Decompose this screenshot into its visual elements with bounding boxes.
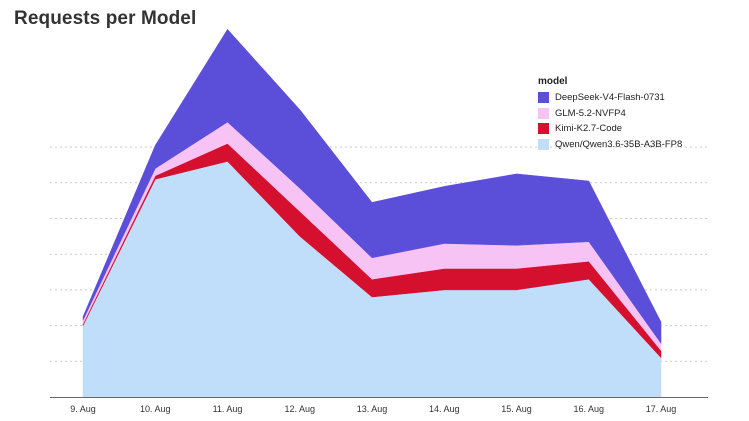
legend-title: model: [538, 76, 568, 87]
legend-swatch: [538, 107, 549, 119]
x-tick-label: 10. Aug: [140, 404, 171, 414]
x-tick-label: 14. Aug: [429, 404, 460, 414]
legend-label: GLM-5.2-NVFP4: [555, 107, 626, 119]
x-tick-label: 12. Aug: [284, 404, 315, 414]
legend-label: Kimi-K2.7-Code: [555, 123, 623, 135]
legend-label: Qwen/Qwen3.6-35B-A3B-FP8: [555, 138, 683, 150]
legend-swatch: [538, 123, 549, 135]
x-tick-label: 17. Aug: [646, 404, 677, 414]
legend-item[interactable]: GLM-5.2-NVFP4: [538, 106, 682, 122]
x-axis: 9. Aug 10. Aug 11. Aug 12. Aug 13. Aug 14. Au…: [50, 397, 708, 414]
legend: model DeepSeek-V4-Flash-0731 GLM-5.2-NVFP…: [538, 76, 682, 152]
area-series-deepseek-v4-flash-0731[interactable]: [82, 28, 662, 345]
legend-item[interactable]: Kimi-K2.7-Code: [538, 121, 682, 137]
legend-swatch: [538, 92, 549, 104]
chart-title: Requests per Model: [14, 8, 197, 29]
legend-label: DeepSeek-V4-Flash-0731: [555, 92, 665, 104]
legend-swatch: [538, 138, 549, 150]
x-tick-label: 13. Aug: [357, 404, 388, 414]
x-tick-label: 15. Aug: [501, 404, 532, 414]
x-tick-label: 16. Aug: [573, 404, 604, 414]
legend-item[interactable]: Qwen/Qwen3.6-35B-A3B-FP8: [538, 137, 682, 153]
x-tick-label: 11. Aug: [213, 404, 243, 414]
x-tick-label: 9. Aug: [70, 404, 96, 414]
legend-item[interactable]: DeepSeek-V4-Flash-0731: [538, 90, 682, 106]
